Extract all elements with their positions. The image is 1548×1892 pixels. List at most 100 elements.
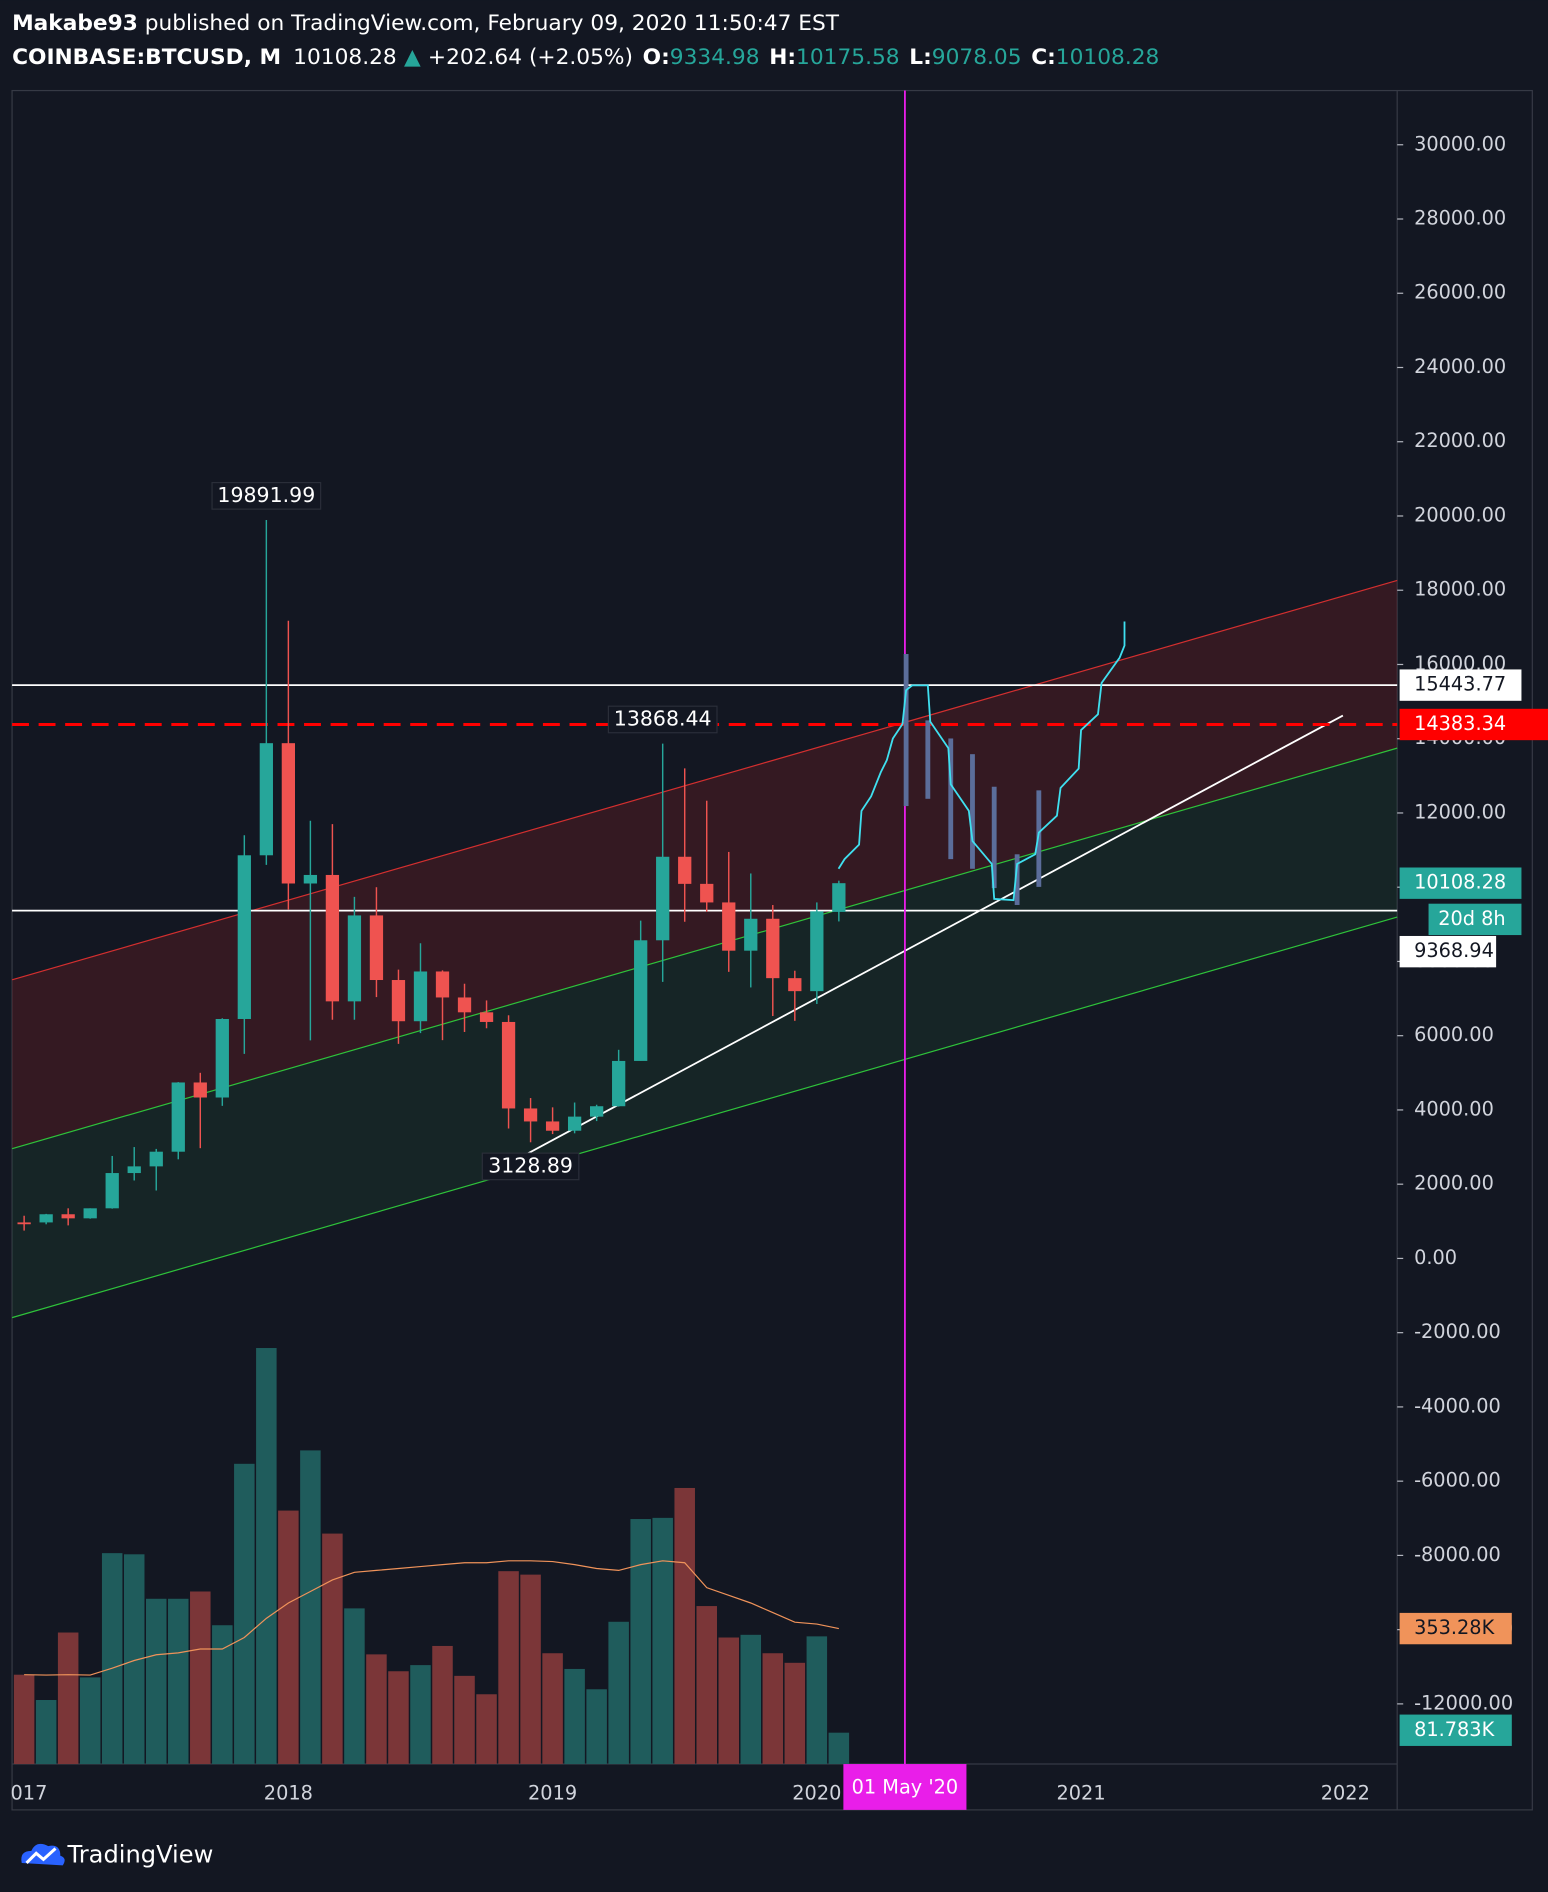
projection-line: [837, 621, 1126, 902]
y-tick-label: 20000.00: [1414, 503, 1506, 526]
volume-bar: [586, 1689, 607, 1765]
candle-body: [612, 1060, 626, 1107]
volume-bar: [79, 1677, 101, 1765]
header-line: Makabe93 published on TradingView.com, F…: [12, 11, 840, 36]
published: published on TradingView.com, February 0…: [138, 11, 840, 36]
symbol-line: COINBASE:BTCUSD, M 10108.28 ▲ +202.64 (+2.0…: [12, 45, 1159, 70]
last-price-label-box: [1399, 867, 1522, 899]
candle-body: [391, 980, 406, 1022]
x-tick-label: 2019: [528, 1782, 577, 1805]
candle-body: [325, 874, 340, 1002]
cursor-box: [843, 1764, 967, 1810]
y-tick-label: 28000.00: [1414, 207, 1506, 230]
candle-body: [832, 883, 846, 912]
ohlc-value: 9334.98: [670, 45, 760, 70]
y-tick-label: -4000.00: [1414, 1394, 1501, 1417]
volume-bar: [13, 1674, 35, 1765]
volume-ma-label-box: [1399, 1612, 1512, 1645]
y-tick-label: 24000.00: [1414, 355, 1506, 378]
volume-bar: [674, 1487, 695, 1765]
price-line-label-box: [1399, 708, 1548, 741]
volume-ma-line: [24, 1560, 839, 1676]
volume-bar: [366, 1654, 387, 1765]
volume-bar: [520, 1574, 541, 1765]
volume-bar: [212, 1625, 233, 1765]
ohlc-label: C:: [1031, 45, 1056, 70]
volume-bar: [652, 1517, 673, 1765]
watermark: TradingView: [21, 1841, 213, 1869]
volume-bar: [256, 1348, 277, 1765]
volume-bar: [300, 1450, 321, 1765]
candle-body: [744, 918, 758, 951]
candle-body: [523, 1108, 538, 1122]
symbol: COINBASE:BTCUSD, M: [12, 45, 281, 70]
ohlc-value: 10175.58: [796, 45, 900, 70]
candle-body: [127, 1166, 141, 1174]
candle-body: [545, 1121, 560, 1131]
candle-body: [413, 971, 428, 1022]
volume-bar: [454, 1675, 475, 1765]
y-tick-label: 16000.00: [1414, 652, 1506, 675]
candle-body: [61, 1214, 75, 1219]
price-line-label-box: [1399, 935, 1497, 968]
candle-body: [766, 918, 780, 979]
y-tick-label: -12000.00: [1414, 1691, 1513, 1714]
main-layer: 30000.00 28000.00 26000.00 24000.00 22000.00…: [11, 90, 1513, 1805]
candle-body: [83, 1208, 97, 1219]
x-tick-label: 2022: [1321, 1782, 1370, 1805]
volume-bar: [806, 1636, 828, 1765]
y-tick-label: 4000.00: [1414, 1097, 1494, 1120]
ohlc-label: L:: [909, 45, 932, 70]
candle-body: [369, 915, 384, 981]
label-layer: 01 May '20 19891.99 13868.44 3128.89 15443.7…: [211, 481, 1548, 1810]
volume-ma-label: 353.28K: [1414, 1616, 1496, 1639]
projection: [837, 621, 1126, 905]
volume-bar: [410, 1665, 431, 1765]
volume-bar: [145, 1598, 167, 1765]
candle-body: [193, 1082, 207, 1098]
candle-body: [678, 856, 692, 884]
y-tick-label: -8000.00: [1414, 1543, 1501, 1566]
annotation-box: [481, 1152, 580, 1181]
ghost-bar: [903, 654, 909, 807]
channel-fill: [12, 580, 1398, 1149]
last-price-label: 10108.28: [1414, 871, 1506, 894]
candle-body: [634, 940, 648, 1061]
volume-bar: [123, 1554, 145, 1765]
volume-bar: [388, 1671, 409, 1765]
price-line-label: 14383.34: [1414, 712, 1506, 735]
drawings: [11, 579, 1398, 1319]
y-tick-label: 12000.00: [1414, 800, 1506, 823]
candle-body: [479, 1012, 494, 1022]
ghost-bar: [991, 786, 997, 889]
ghost-bar: [1036, 790, 1042, 887]
volume-bar: [784, 1662, 806, 1765]
ohlc-label: H:: [769, 45, 796, 70]
y-tick-label: 18000.00: [1414, 578, 1506, 601]
candle-body: [17, 1222, 31, 1225]
volume-label-box: [1399, 1714, 1512, 1746]
candle-body: [303, 874, 318, 884]
x-tick-label: 2018: [264, 1782, 313, 1805]
change: +202.64 (+2.05%): [428, 45, 633, 70]
volume-bar: [432, 1645, 453, 1765]
volume-bar: [344, 1608, 365, 1765]
volume-bar: [542, 1653, 563, 1765]
arrow: ▲: [404, 45, 421, 70]
y-tick-label: -6000.00: [1414, 1469, 1501, 1492]
volume-bar: [718, 1637, 740, 1765]
price-line-label-box: [1399, 669, 1522, 701]
ghost-bar: [948, 738, 954, 860]
ohlc-value: 10108.28: [1056, 45, 1160, 70]
volume-bar: [828, 1732, 850, 1765]
candle-body: [700, 883, 714, 903]
y-tick-label: 0.00: [1414, 1246, 1457, 1269]
volume-bar: [35, 1700, 57, 1765]
watermark-text: TradingView: [67, 1841, 214, 1869]
candle-body: [105, 1173, 119, 1209]
candle-body: [171, 1082, 185, 1152]
candle-body: [567, 1116, 582, 1131]
ghost-bar: [925, 720, 931, 799]
candle-body: [215, 1018, 229, 1098]
